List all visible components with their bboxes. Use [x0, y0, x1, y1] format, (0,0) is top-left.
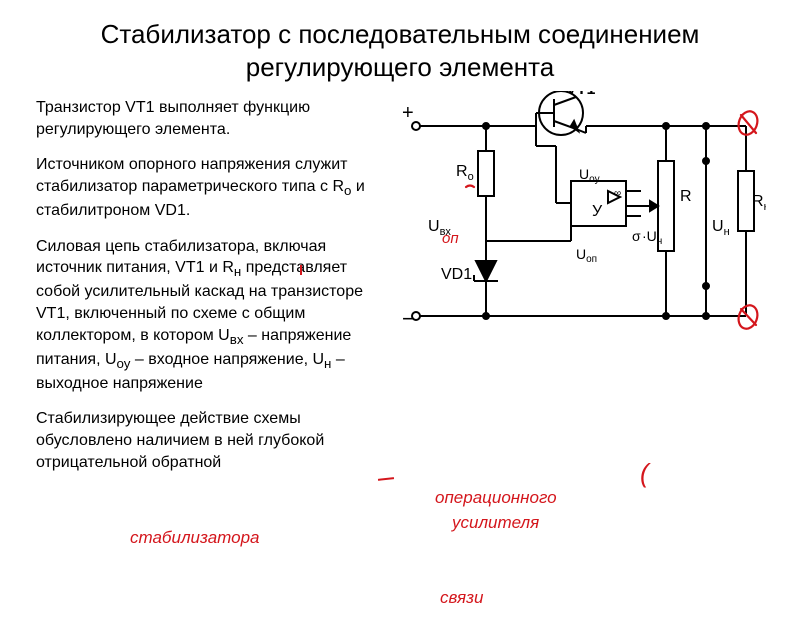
annotation-operatsionnogo: операционного: [435, 488, 557, 508]
vd1-label: VD1: [441, 266, 472, 283]
text-column: Транзистор VT1 выполняет функцию регулир…: [36, 97, 386, 487]
minus-label: −: [402, 306, 415, 331]
vt1-label: VT1: [566, 91, 595, 98]
uoy-label: Uоу: [579, 166, 600, 185]
circuit-diagram: ∞ + − VT1 Rо Uвх VD1: [396, 91, 766, 351]
diagram-column: ∞ + − VT1 Rо Uвх VD1: [386, 97, 780, 487]
p3-sub2: вх: [230, 332, 244, 347]
paragraph-4: Стабилизирующее действие схемы обусловле…: [36, 408, 386, 473]
annotation-usilitelya: усилителя: [452, 513, 539, 533]
uvx-label: Uвх: [428, 218, 451, 238]
y-label: У: [592, 203, 603, 220]
annotation-svyazi: связи: [440, 588, 483, 608]
content-area: Транзистор VT1 выполняет функцию регулир…: [0, 97, 800, 487]
paragraph-1: Транзистор VT1 выполняет функцию регулир…: [36, 97, 386, 140]
p3-sub3: оу: [117, 356, 131, 371]
annotation-stabilizatora: стабилизатора: [130, 528, 259, 548]
p3-text-d: – входное напряжение, U: [130, 351, 324, 368]
sigma-label: σ: [632, 228, 641, 244]
uop-label: Uоп: [576, 246, 597, 265]
p2-text-a: Источником опорного напряжения служит ст…: [36, 156, 348, 195]
ro-label: Rо: [456, 163, 474, 183]
paragraph-3: Силовая цепь стабилизатора, включая исто…: [36, 236, 386, 395]
r-label: R: [680, 188, 692, 205]
paragraph-2: Источником опорного напряжения служит ст…: [36, 154, 386, 221]
plus-label: +: [402, 102, 414, 124]
page-title: Стабилизатор с последовательным соединен…: [40, 18, 760, 83]
un-small-label: ·Uн: [642, 228, 662, 247]
svg-text:∞: ∞: [614, 188, 621, 199]
un-label: Uн: [712, 218, 730, 238]
